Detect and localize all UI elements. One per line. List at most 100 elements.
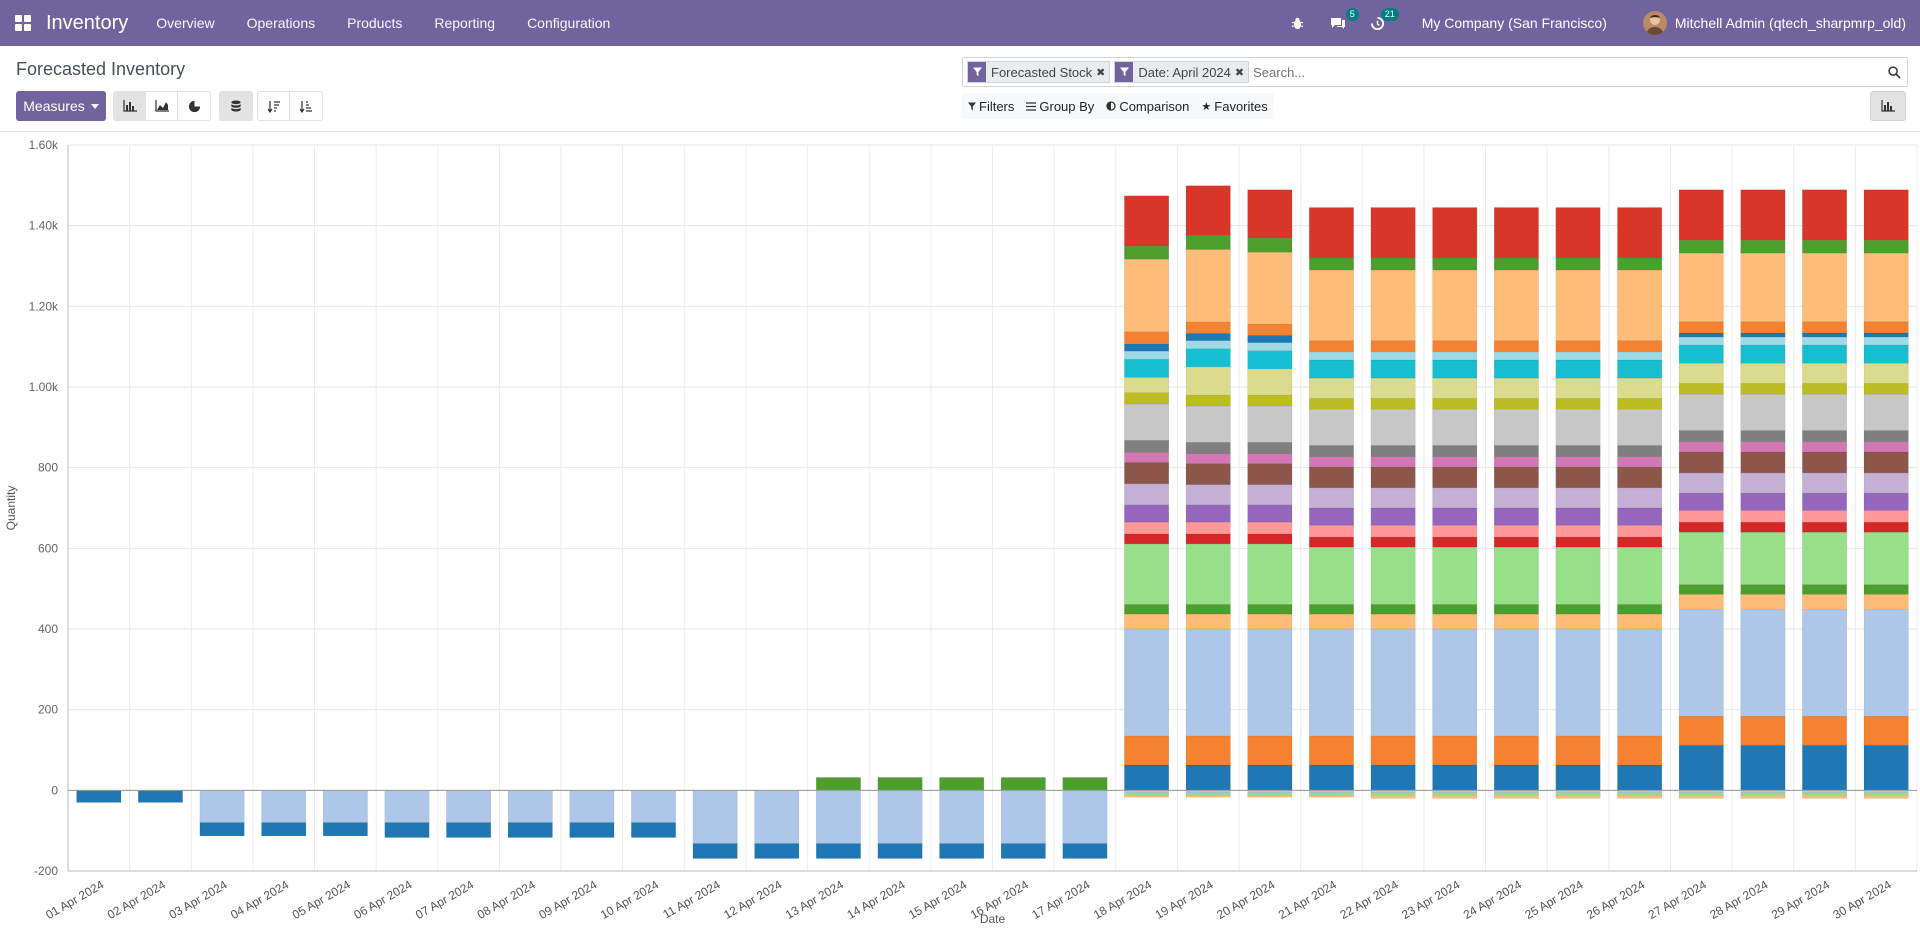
company-switcher[interactable]: My Company (San Francisco): [1421, 15, 1607, 31]
menu-products[interactable]: Products: [347, 15, 403, 31]
pie-chart-button[interactable]: [178, 92, 210, 120]
bar-segment: [1863, 521, 1909, 533]
messages-icon[interactable]: 5: [1328, 8, 1359, 33]
bar-segment: [1124, 245, 1170, 260]
stacked-toggle-button[interactable]: [220, 92, 252, 120]
bar-segment: [1370, 613, 1416, 630]
x-tick-label: 05 Apr 2024: [290, 877, 353, 922]
bar-segment: [1740, 189, 1786, 241]
bar-segment: [1802, 362, 1847, 384]
comparison-dropdown[interactable]: Comparison: [1100, 93, 1195, 119]
bar-segment: [1617, 487, 1663, 509]
bar-segment: [1000, 777, 1046, 791]
bar-segment: [1678, 362, 1724, 384]
bar-segment: [1185, 504, 1231, 523]
search-input[interactable]: [1253, 64, 1881, 80]
bar-segment: [1309, 735, 1354, 766]
bar-segment: [1863, 451, 1909, 474]
bar-segment: [1247, 342, 1293, 351]
bar-segment: [1740, 383, 1786, 395]
groupby-dropdown[interactable]: Group By: [1020, 93, 1100, 119]
bar-segment: [1863, 344, 1909, 364]
bar-segment: [1493, 792, 1539, 796]
bar-segment: [1370, 207, 1416, 259]
bar-segment: [1124, 613, 1170, 630]
bar-segment: [1309, 340, 1354, 353]
avatar[interactable]: [1642, 11, 1667, 35]
bar-chart-button[interactable]: [114, 92, 146, 120]
bar-segment: [1802, 383, 1847, 395]
bar-segment: [1555, 408, 1601, 446]
bar-segment: [1678, 792, 1724, 796]
bar-segment: [1617, 351, 1663, 361]
bar-segment: [1493, 794, 1539, 799]
bar-segment: [1555, 340, 1601, 353]
bar-segment: [76, 790, 122, 803]
user-menu[interactable]: Mitchell Admin (qtech_sharpmrp_old): [1674, 15, 1906, 31]
bar-segment: [1432, 359, 1478, 379]
bar-segment: [1124, 792, 1170, 796]
bar-segment: [1493, 487, 1539, 509]
bar-segment: [1802, 510, 1847, 523]
x-tick-label: 22 Apr 2024: [1338, 877, 1401, 922]
bar-segment: [1555, 764, 1601, 791]
bar-segment: [1802, 451, 1847, 474]
bar-segment: [1185, 543, 1231, 605]
bar-segment: [1370, 487, 1416, 509]
stacked-bar-chart[interactable]: -200 0 200 400 600 800 1.00k 1.20k 1.40k 1.60k 01 …: [0, 133, 1920, 932]
bar-segment: [1432, 546, 1478, 605]
sort-descending-button[interactable]: [258, 92, 290, 120]
bar-segment: [1493, 377, 1539, 399]
favorites-dropdown[interactable]: ★ Favorites: [1195, 93, 1273, 119]
bar-segment: [1432, 207, 1478, 259]
app-title[interactable]: Inventory: [46, 11, 129, 34]
x-tick-label: 01 Apr 2024: [43, 877, 106, 922]
bug-icon[interactable]: [1288, 13, 1308, 33]
bar-segment: [1309, 546, 1354, 605]
bar-segment: [1863, 239, 1909, 254]
y-tick-label: 0: [51, 783, 58, 797]
activities-icon[interactable]: 21: [1368, 8, 1399, 33]
bar-segment: [1247, 323, 1293, 336]
bar-segment: [1678, 344, 1724, 364]
menu-operations[interactable]: Operations: [246, 15, 316, 31]
x-tick-label: 06 Apr 2024: [351, 877, 414, 922]
bar-segment: [1124, 628, 1170, 737]
bar-segment: [1617, 507, 1663, 526]
bar-segment: [1678, 608, 1724, 717]
graph-view-button[interactable]: [1870, 91, 1906, 121]
bar-segment: [1124, 794, 1170, 798]
x-tick-label: 13 Apr 2024: [783, 877, 846, 922]
menu-reporting[interactable]: Reporting: [434, 15, 496, 31]
database-icon: [231, 99, 241, 111]
bar-segment: [1863, 336, 1909, 346]
bar-segment: [1309, 445, 1354, 458]
search-icon[interactable]: [1881, 65, 1907, 79]
sort-ascending-button[interactable]: [290, 92, 322, 120]
bar-segment: [1617, 408, 1663, 446]
measures-dropdown[interactable]: Measures: [16, 91, 106, 121]
bar-segment: [1678, 594, 1724, 610]
bar-segment: [1370, 398, 1416, 410]
bar-segment: [1000, 790, 1046, 844]
bar-segment: [1493, 613, 1539, 630]
bar-segment: [1678, 321, 1724, 334]
graph-area: -200 0 200 400 600 800 1.00k 1.20k 1.40k 1.60k 01 …: [0, 133, 1920, 932]
bar-segment: [1493, 445, 1539, 458]
bar-segment: [1617, 546, 1663, 605]
app-menu-icon[interactable]: [0, 0, 46, 46]
bar-segment: [1124, 331, 1170, 345]
bar-segment: [1432, 794, 1478, 799]
menu-overview[interactable]: Overview: [156, 15, 215, 31]
x-tick-label: 12 Apr 2024: [721, 877, 784, 922]
bar-segment: [1432, 456, 1478, 468]
bar-segment: [1062, 843, 1108, 859]
menu-configuration[interactable]: Configuration: [527, 15, 611, 31]
bar-segment: [1432, 351, 1478, 361]
line-chart-button[interactable]: [146, 92, 178, 120]
remove-facet-icon[interactable]: ✖: [1234, 66, 1245, 79]
remove-facet-icon[interactable]: ✖: [1096, 66, 1106, 79]
filters-dropdown[interactable]: Filters: [962, 93, 1020, 119]
bar-segment: [1309, 398, 1354, 410]
bar-segment: [1802, 321, 1847, 334]
